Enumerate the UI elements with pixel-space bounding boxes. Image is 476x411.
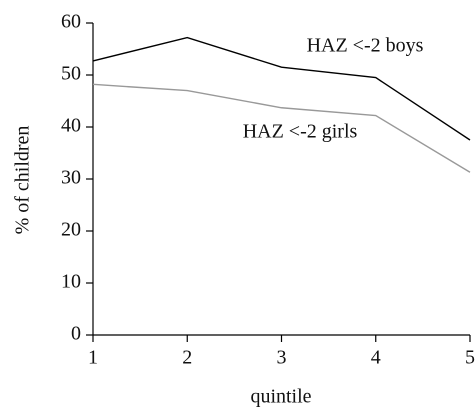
y-tick-label: 30: [61, 167, 81, 189]
y-axis-label: % of children: [12, 126, 34, 235]
x-tick-label: 5: [465, 347, 475, 369]
series-label: HAZ <-2 boys: [307, 35, 424, 57]
x-tick-label: 3: [277, 347, 287, 369]
line-series: [92, 36, 471, 141]
x-tick-label: 2: [182, 347, 192, 369]
y-tick-label: 60: [61, 11, 81, 33]
y-tick-label: 50: [61, 63, 81, 85]
y-tick-label: 20: [61, 219, 81, 241]
line-series: [92, 83, 471, 173]
x-tick-label: 1: [88, 347, 98, 369]
x-tick-label: 4: [371, 347, 381, 369]
series-label: HAZ <-2 girls: [243, 121, 358, 143]
x-axis-label: quintile: [250, 386, 311, 408]
y-tick-label: 0: [71, 323, 81, 345]
y-tick-label: 10: [61, 271, 81, 293]
y-tick-label: 40: [61, 115, 81, 137]
